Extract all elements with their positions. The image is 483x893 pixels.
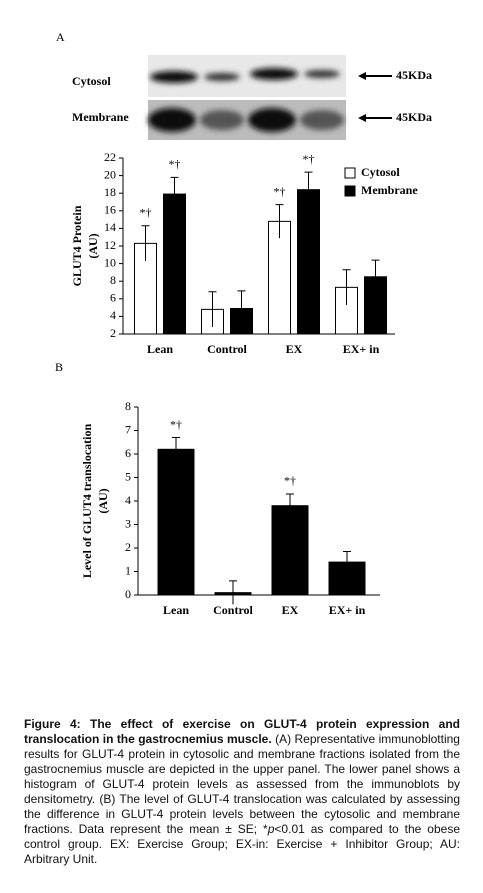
y-tick-label: 4 [110,308,116,322]
y-tick-label: 2 [125,540,131,554]
error-bar [229,580,237,605]
y-axis-label: Level of GLUT4 translocation [80,424,94,579]
size-label: 45KDa [396,68,432,82]
legend-label: Membrane [361,183,418,197]
y-axis-label: (AU) [86,233,100,258]
error-bar [343,551,351,573]
y-tick-label: 4 [125,493,131,507]
y-tick-label: 20 [104,167,116,181]
y-tick-label: 3 [125,516,131,530]
x-tick-label: EX [282,603,299,617]
annotation: *† [170,417,182,431]
x-tick-label: Control [207,342,247,356]
blot-row-label: Membrane [72,110,129,124]
error-bar [172,437,180,462]
y-tick-label: 6 [125,446,131,460]
x-tick-label: EX [286,342,303,356]
error-bar [342,269,351,305]
legend-swatch [344,167,356,179]
y-tick-label: 10 [104,255,116,269]
arrow [360,75,392,119]
y-tick-label: 14 [104,220,116,234]
arrow-head [358,72,366,122]
panel-label: B [55,360,63,374]
annotation: *† [274,184,286,198]
error-bar [208,291,217,327]
size-label: 45KDa [396,110,432,124]
error-bar [237,290,246,327]
y-tick-label: 12 [104,238,116,252]
y-tick-label: 7 [125,422,131,436]
error-bar [371,259,380,294]
bar [163,193,186,335]
annotation: *† [284,474,296,488]
panel-label: A [56,30,65,44]
y-tick-label: 16 [104,203,116,217]
caption-italic: p [267,822,275,836]
y-tick-label: 2 [110,326,116,340]
caption-title: Figure 4: The effect of exercise on GLUT… [24,717,460,746]
caption-text: (A) Representative immunoblotting result… [24,732,460,836]
legend-swatch [344,185,356,197]
x-tick-label: Lean [147,342,173,356]
y-tick-label: 6 [110,291,116,305]
y-tick-label: 1 [125,563,131,577]
x-tick-label: EX+ in [343,342,380,356]
bar [271,505,309,596]
y-tick-label: 5 [125,469,131,483]
caption-text: <0.01 as compared to the obese control g… [24,822,460,866]
blot-row-label: Cytosol [72,74,111,88]
x-tick-label: EX+ in [329,603,366,617]
y-tick-label: 8 [125,399,131,413]
error-bar [286,493,294,518]
error-bar [304,171,313,208]
error-bar [170,176,179,211]
y-tick-label: 8 [110,273,116,287]
x-tick-label: Lean [163,603,189,617]
annotation: *† [140,206,152,220]
error-bar [275,204,284,239]
caption: Figure 4: The effect of exercise on GLUT… [24,717,460,867]
figure: A B Cytosol Membrane 45KDa 45KDa 2468101… [55,30,432,617]
y-tick-label: 22 [104,150,116,164]
blot-bands [148,108,344,132]
x-tick-label: Control [213,603,253,617]
y-tick-label: 18 [104,185,116,199]
y-tick-label: 0 [125,587,131,601]
legend-label: Cytosol [361,165,400,179]
bar [268,220,291,335]
error-bar [141,225,150,261]
annotation: *† [169,157,181,171]
annotation: *† [303,152,315,166]
blot-bands [150,68,340,83]
y-axis-label: GLUT4 Protein [70,205,84,286]
bar [297,189,320,335]
bar [157,448,195,596]
y-axis-label: (AU) [96,488,110,513]
